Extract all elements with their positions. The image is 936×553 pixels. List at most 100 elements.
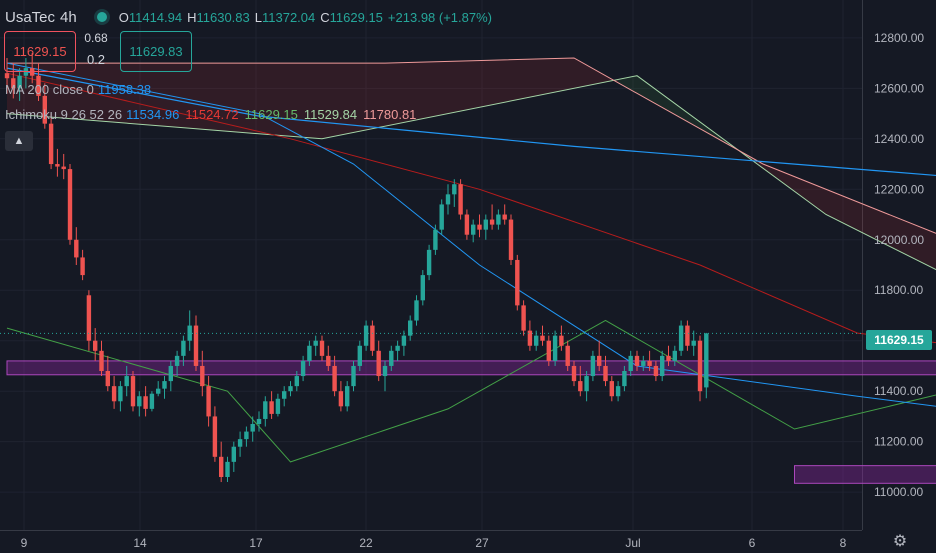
candle-body xyxy=(445,194,451,205)
candle-body xyxy=(534,335,539,346)
candle-body xyxy=(282,391,287,399)
candle-body xyxy=(124,376,129,387)
leading-span-a xyxy=(6,75,936,271)
candle-body xyxy=(351,365,356,387)
candle-body xyxy=(458,184,463,215)
timeframe[interactable]: 4h xyxy=(60,8,77,26)
span-b-value: 11780.81 xyxy=(363,106,417,122)
candle-body xyxy=(571,365,577,382)
candle-body xyxy=(678,325,684,351)
candle-body xyxy=(433,229,438,250)
candle-body xyxy=(263,401,268,419)
candle-body xyxy=(231,446,236,462)
symbol-name[interactable]: UsaTec xyxy=(5,8,56,26)
candle-body xyxy=(137,396,142,407)
candle-body xyxy=(370,325,375,351)
lagging-value: 11629.15 xyxy=(244,106,298,122)
candle-body xyxy=(237,439,243,447)
support-zones xyxy=(6,360,936,484)
candle-body xyxy=(174,355,180,366)
candle-body xyxy=(540,335,545,341)
candle-body xyxy=(603,365,608,382)
symbol-header: UsaTec 4h O 11414.94 H 11630.83 L 11372.04 … xyxy=(5,7,497,27)
candle-body xyxy=(275,398,281,414)
candle-body xyxy=(597,355,602,366)
candle-body xyxy=(345,386,350,407)
base-value: 11524.72 xyxy=(185,106,239,122)
candle-body xyxy=(300,360,306,377)
ichimoku-name: Ichimoku 9 26 52 26 xyxy=(5,106,123,122)
candle-body xyxy=(452,184,457,195)
candle-body xyxy=(269,401,274,414)
candle-body xyxy=(477,224,482,230)
candle-body xyxy=(653,365,659,377)
candle-body xyxy=(489,219,495,225)
candle-body xyxy=(36,75,41,96)
candle-body xyxy=(666,355,671,361)
price-tick-label: 11800.00 xyxy=(874,283,923,297)
candle-body xyxy=(628,355,633,371)
candle-body xyxy=(502,214,507,220)
candle-body xyxy=(660,355,665,377)
candle-body xyxy=(294,376,299,387)
candle-body xyxy=(61,166,66,170)
candle-body xyxy=(93,340,98,351)
price-axis[interactable]: 12800.00 12600.00 12400.00 12200.00 12000.00… xyxy=(874,31,924,499)
candle-body xyxy=(672,350,677,361)
candle-body xyxy=(244,431,249,440)
price-tick-label: 12800.00 xyxy=(874,31,924,45)
current-price-label: 11629.15 xyxy=(866,330,932,350)
support-zone xyxy=(794,465,936,484)
low-key: L xyxy=(254,9,262,25)
candle-body xyxy=(357,345,362,366)
candle-body xyxy=(464,214,470,235)
candle-body xyxy=(382,365,388,377)
candle-body xyxy=(86,295,92,341)
candle-body xyxy=(389,350,394,366)
candle-body xyxy=(168,365,173,382)
gear-icon[interactable]: ⚙ xyxy=(892,533,908,550)
price-tick-label: 11000.00 xyxy=(874,485,923,499)
collapse-legend-button[interactable]: ▲ xyxy=(5,131,33,151)
candle-body xyxy=(130,376,136,407)
low-value: 11372.04 xyxy=(262,9,316,25)
ma-200-line xyxy=(6,67,936,177)
buy-button[interactable]: 11629.83 xyxy=(120,31,192,72)
candle-body xyxy=(200,365,205,387)
high-value: 11630.83 xyxy=(196,9,250,25)
candle-body xyxy=(225,461,230,477)
price-tick-label: 12000.00 xyxy=(874,233,924,247)
candle-body xyxy=(420,275,425,301)
cloud-bullish xyxy=(618,75,745,155)
candle-body xyxy=(704,333,709,388)
candle-body xyxy=(42,95,47,124)
candle-body xyxy=(17,75,22,89)
candle-body xyxy=(307,345,312,361)
candle-body xyxy=(181,340,186,356)
ichimoku-legend[interactable]: Ichimoku 9 26 52 26 11534.96 11524.72 11… xyxy=(5,105,416,123)
candle-body xyxy=(496,214,501,225)
candle-body xyxy=(584,376,589,392)
candle-body xyxy=(212,416,218,457)
candle-body xyxy=(471,224,476,235)
cloud-bearish xyxy=(7,58,619,139)
quantity-value[interactable]: 0.2 xyxy=(86,52,106,67)
candle-body xyxy=(187,325,192,341)
ma-legend[interactable]: MA 200 close 0 11958.38 xyxy=(5,80,151,98)
leading-span-b xyxy=(7,57,936,234)
candle-body xyxy=(313,340,318,346)
candle-body xyxy=(319,340,325,356)
candle-body xyxy=(118,386,123,402)
ichimoku-cloud xyxy=(7,58,936,270)
candle-body xyxy=(326,355,331,366)
candle-body xyxy=(401,335,407,346)
time-tick-label: 14 xyxy=(133,536,147,550)
candle-body xyxy=(288,386,293,392)
grid-lines xyxy=(0,0,863,531)
candle-body xyxy=(162,381,167,389)
price-tick-label: 12600.00 xyxy=(874,81,924,95)
time-axis[interactable]: 9 14 17 22 27 Jul 6 8 xyxy=(21,536,847,550)
candle-body xyxy=(426,249,432,276)
sell-button[interactable]: 11629.15 xyxy=(4,31,76,72)
